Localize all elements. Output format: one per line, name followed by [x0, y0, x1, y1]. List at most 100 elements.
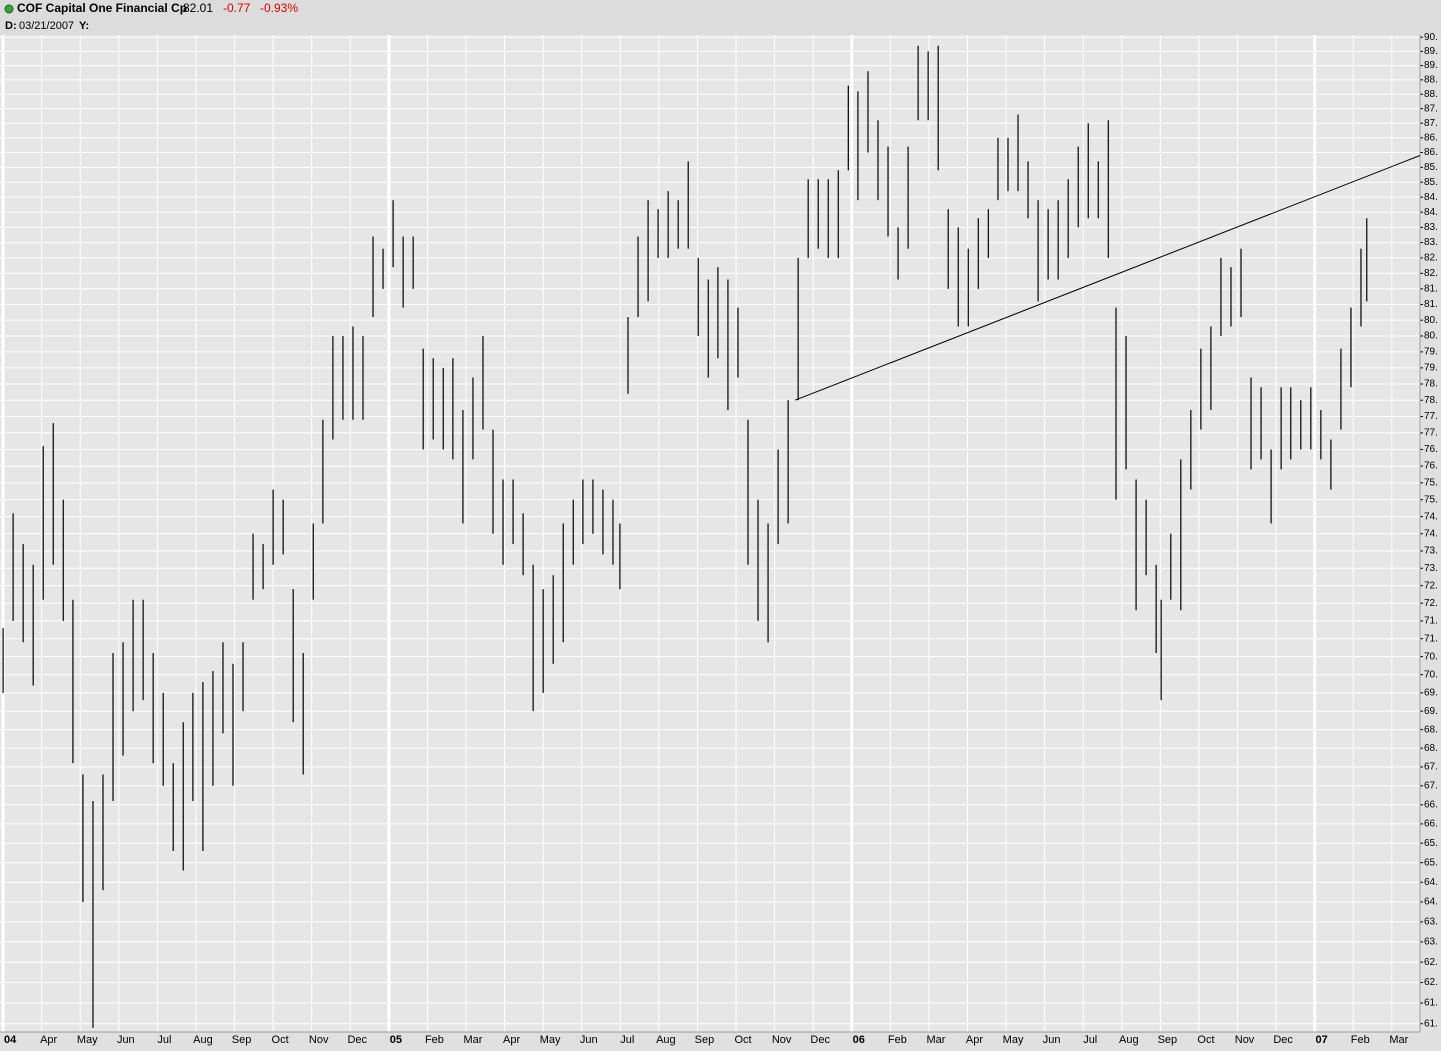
x-tick-label: Nov	[309, 1034, 329, 1046]
y-tick-label: 73.	[1424, 546, 1438, 557]
y-tick-label: 80.	[1424, 315, 1438, 326]
y-tick-label: 83.	[1424, 237, 1438, 248]
x-tick-label: May	[540, 1034, 561, 1046]
x-tick-label: Jul	[157, 1034, 171, 1046]
x-tick-label: Aug	[1119, 1034, 1139, 1046]
x-tick-label: Jun	[1043, 1034, 1061, 1046]
y-tick-label: 64.	[1424, 897, 1438, 908]
y-tick-label: 87.	[1424, 103, 1438, 114]
x-tick-label: Apr	[966, 1034, 983, 1046]
y-tick-label: 89.	[1424, 60, 1438, 71]
x-tick-label: May	[1003, 1034, 1024, 1046]
x-axis-area	[0, 1032, 1441, 1051]
y-tick-label: 83.	[1424, 222, 1438, 233]
x-tick-label: 04	[4, 1034, 17, 1046]
y-tick-label: 84.	[1424, 192, 1438, 203]
x-tick-label: Jul	[620, 1034, 634, 1046]
x-tick-label: Sep	[232, 1034, 252, 1046]
y-tick-label: 64.	[1424, 877, 1438, 888]
x-tick-label: Oct	[734, 1034, 751, 1046]
y-tick-label: 67.	[1424, 780, 1438, 791]
x-tick-label: Sep	[1158, 1034, 1178, 1046]
x-tick-label: Apr	[40, 1034, 57, 1046]
x-tick-label: 07	[1316, 1034, 1328, 1046]
x-tick-label: Mar	[464, 1034, 483, 1046]
y-tick-label: 61.	[1424, 1018, 1438, 1029]
y-tick-label: 73.	[1424, 563, 1438, 574]
x-tick-label: May	[77, 1034, 98, 1046]
y-tick-label: 62.	[1424, 977, 1438, 988]
y-tick-label: 88.	[1424, 89, 1438, 100]
y-tick-label: 84.	[1424, 207, 1438, 218]
y-tick-label: 62.	[1424, 957, 1438, 968]
y-tick-label: 88.	[1424, 74, 1438, 85]
y-tick-label: 77.	[1424, 411, 1438, 422]
x-tick-label: Oct	[272, 1034, 289, 1046]
y-tick-label: 81.	[1424, 284, 1438, 295]
x-tick-label: Nov	[1235, 1034, 1255, 1046]
x-tick-label: Apr	[503, 1034, 520, 1046]
y-tick-label: 74.	[1424, 511, 1438, 522]
y-tick-label: 65.	[1424, 838, 1438, 849]
symbol-title: COF Capital One Financial Cp	[17, 1, 187, 15]
x-tick-label: Feb	[1351, 1034, 1370, 1046]
y-tick-label: 85.	[1424, 162, 1438, 173]
y-tick-label: 90.	[1424, 32, 1438, 43]
y-tick-label: 71.	[1424, 633, 1438, 644]
y-tick-label: 69.	[1424, 688, 1438, 699]
y-tick-label: 79.	[1424, 347, 1438, 358]
y-tick-label: 79.	[1424, 363, 1438, 374]
y-tick-label: 72.	[1424, 580, 1438, 591]
y-tick-label: 78.	[1424, 395, 1438, 406]
y-tick-label: 63.	[1424, 917, 1438, 928]
y-tick-label: 75.	[1424, 477, 1438, 488]
x-tick-label: Aug	[193, 1034, 213, 1046]
y-tick-label: 78.	[1424, 379, 1438, 390]
x-tick-label: Jul	[1083, 1034, 1097, 1046]
y-tick-label: 72.	[1424, 598, 1438, 609]
x-tick-label: Nov	[772, 1034, 792, 1046]
y-tick-label: 77.	[1424, 428, 1438, 439]
x-tick-label: Oct	[1197, 1034, 1214, 1046]
y-tick-label: 86.	[1424, 132, 1438, 143]
y-tick-label: 71.	[1424, 616, 1438, 627]
y-tick-label: 63.	[1424, 937, 1438, 948]
y-tick-label: 81.	[1424, 299, 1438, 310]
y-tick-label: 66.	[1424, 799, 1438, 810]
y-tick-label: 66.	[1424, 819, 1438, 830]
y-tick-label: 67.	[1424, 762, 1438, 773]
y-tick-label: 82.	[1424, 253, 1438, 264]
x-tick-label: Mar	[1389, 1034, 1408, 1046]
y-tick-label: 80.	[1424, 331, 1438, 342]
header-bar	[0, 0, 1441, 35]
y-tick-label: 89.	[1424, 46, 1438, 57]
y-tick-label: 82.	[1424, 268, 1438, 279]
y-tick-label: 86.	[1424, 147, 1438, 158]
y-tick-label: 68.	[1424, 724, 1438, 735]
y-tick-label: 85.	[1424, 177, 1438, 188]
x-tick-label: Jun	[117, 1034, 135, 1046]
x-tick-label: 06	[853, 1034, 865, 1046]
y-tick-label: 75.	[1424, 494, 1438, 505]
last-price: 82.01	[183, 1, 213, 15]
y-label: Y:	[79, 20, 89, 32]
y-tick-label: 65.	[1424, 857, 1438, 868]
x-tick-label: Jun	[580, 1034, 598, 1046]
percent-change: -0.93%	[260, 1, 298, 15]
x-tick-label: Dec	[347, 1034, 367, 1046]
date-value: 03/21/2007	[19, 20, 74, 32]
y-tick-label: 70.	[1424, 669, 1438, 680]
y-tick-label: 69.	[1424, 706, 1438, 717]
y-tick-label: 61.	[1424, 998, 1438, 1009]
x-tick-label: Dec	[810, 1034, 830, 1046]
trendline	[794, 155, 1421, 401]
date-label: D:	[5, 20, 17, 32]
x-tick-label: 05	[390, 1034, 402, 1046]
x-tick-label: Sep	[695, 1034, 715, 1046]
x-tick-label: Feb	[888, 1034, 907, 1046]
y-tick-label: 70.	[1424, 651, 1438, 662]
status-icon	[4, 4, 14, 14]
x-tick-label: Aug	[656, 1034, 676, 1046]
